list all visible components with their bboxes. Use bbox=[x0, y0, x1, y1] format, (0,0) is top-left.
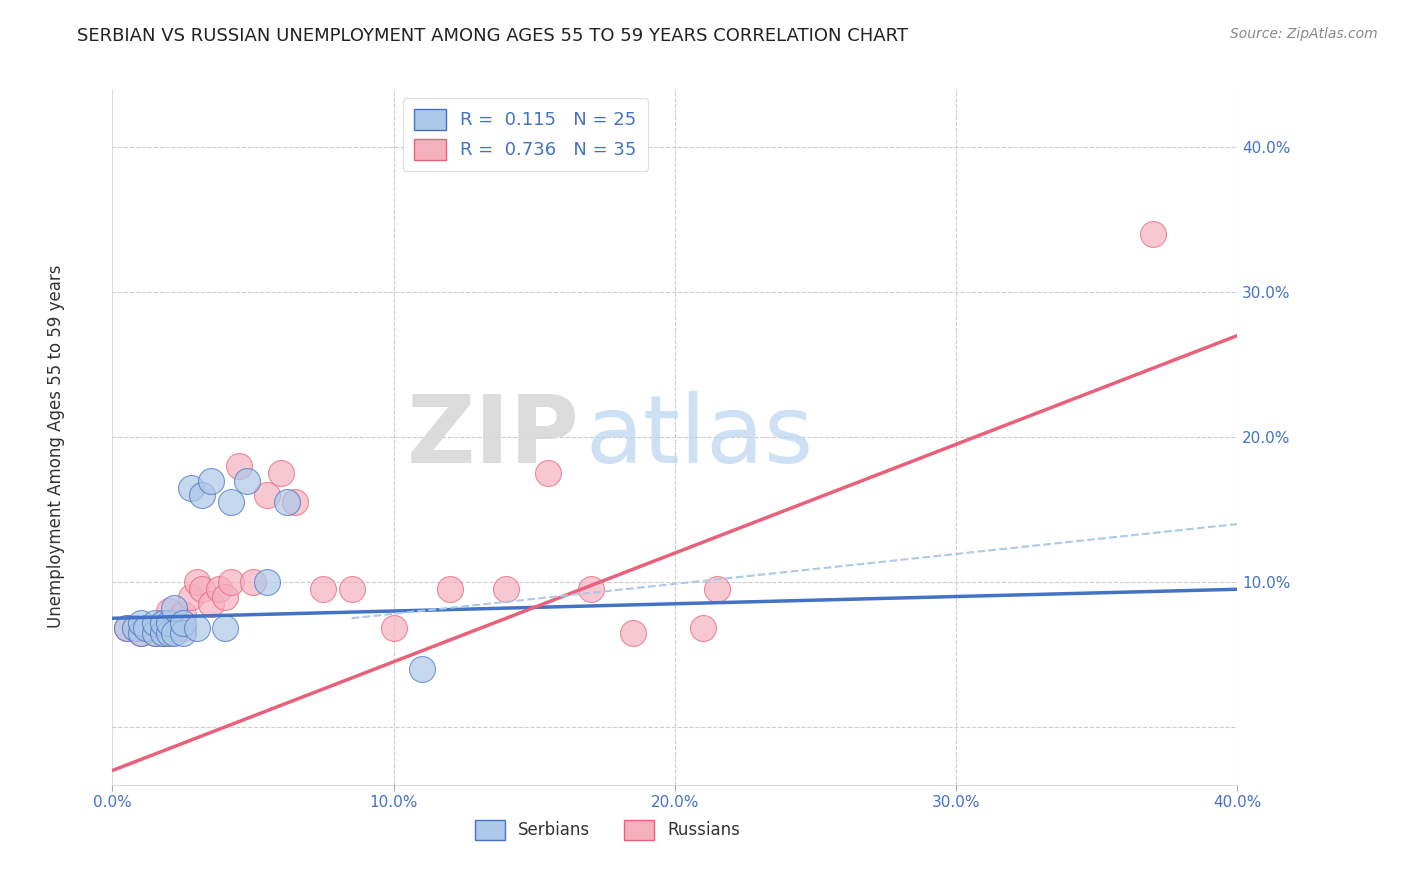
Point bbox=[214, 590, 236, 604]
Text: Unemployment Among Ages 55 to 59 years: Unemployment Among Ages 55 to 59 years bbox=[48, 264, 65, 628]
Point bbox=[270, 467, 292, 481]
Point bbox=[157, 604, 180, 618]
Point bbox=[163, 621, 186, 635]
Point bbox=[191, 582, 214, 597]
Point bbox=[276, 495, 298, 509]
Point bbox=[172, 625, 194, 640]
Point bbox=[191, 488, 214, 502]
Point bbox=[143, 625, 166, 640]
Point bbox=[214, 621, 236, 635]
Text: Source: ZipAtlas.com: Source: ZipAtlas.com bbox=[1230, 27, 1378, 41]
Point bbox=[180, 590, 202, 604]
Point bbox=[186, 574, 208, 589]
Point bbox=[152, 625, 174, 640]
Point bbox=[219, 495, 242, 509]
Point bbox=[143, 615, 166, 630]
Point bbox=[382, 621, 405, 635]
Text: ZIP: ZIP bbox=[406, 391, 579, 483]
Point bbox=[186, 621, 208, 635]
Point bbox=[284, 495, 307, 509]
Point bbox=[152, 625, 174, 640]
Point bbox=[129, 625, 152, 640]
Point bbox=[219, 574, 242, 589]
Point bbox=[236, 474, 259, 488]
Point bbox=[124, 621, 146, 635]
Point bbox=[115, 621, 138, 635]
Point bbox=[129, 615, 152, 630]
Point bbox=[242, 574, 264, 589]
Point bbox=[312, 582, 335, 597]
Point bbox=[621, 625, 644, 640]
Point bbox=[157, 615, 180, 630]
Point bbox=[692, 621, 714, 635]
Point bbox=[135, 621, 157, 635]
Point bbox=[411, 662, 433, 676]
Point bbox=[200, 597, 222, 611]
Point bbox=[256, 488, 278, 502]
Point bbox=[115, 621, 138, 635]
Point bbox=[439, 582, 461, 597]
Point bbox=[172, 621, 194, 635]
Point bbox=[200, 474, 222, 488]
Point bbox=[340, 582, 363, 597]
Point bbox=[208, 582, 231, 597]
Point bbox=[135, 621, 157, 635]
Point bbox=[228, 458, 250, 473]
Point bbox=[495, 582, 517, 597]
Text: atlas: atlas bbox=[585, 391, 813, 483]
Point bbox=[163, 601, 186, 615]
Point bbox=[143, 625, 166, 640]
Point bbox=[537, 467, 560, 481]
Point bbox=[172, 607, 194, 621]
Point bbox=[256, 574, 278, 589]
Point bbox=[129, 625, 152, 640]
Point bbox=[1142, 227, 1164, 241]
Point bbox=[172, 615, 194, 630]
Point bbox=[706, 582, 728, 597]
Point bbox=[163, 625, 186, 640]
Point bbox=[180, 481, 202, 495]
Point bbox=[157, 625, 180, 640]
Point bbox=[152, 615, 174, 630]
Point bbox=[579, 582, 602, 597]
Point bbox=[124, 621, 146, 635]
Point bbox=[152, 615, 174, 630]
Text: SERBIAN VS RUSSIAN UNEMPLOYMENT AMONG AGES 55 TO 59 YEARS CORRELATION CHART: SERBIAN VS RUSSIAN UNEMPLOYMENT AMONG AG… bbox=[77, 27, 908, 45]
Point bbox=[157, 615, 180, 630]
Legend: Serbians, Russians: Serbians, Russians bbox=[468, 814, 747, 847]
